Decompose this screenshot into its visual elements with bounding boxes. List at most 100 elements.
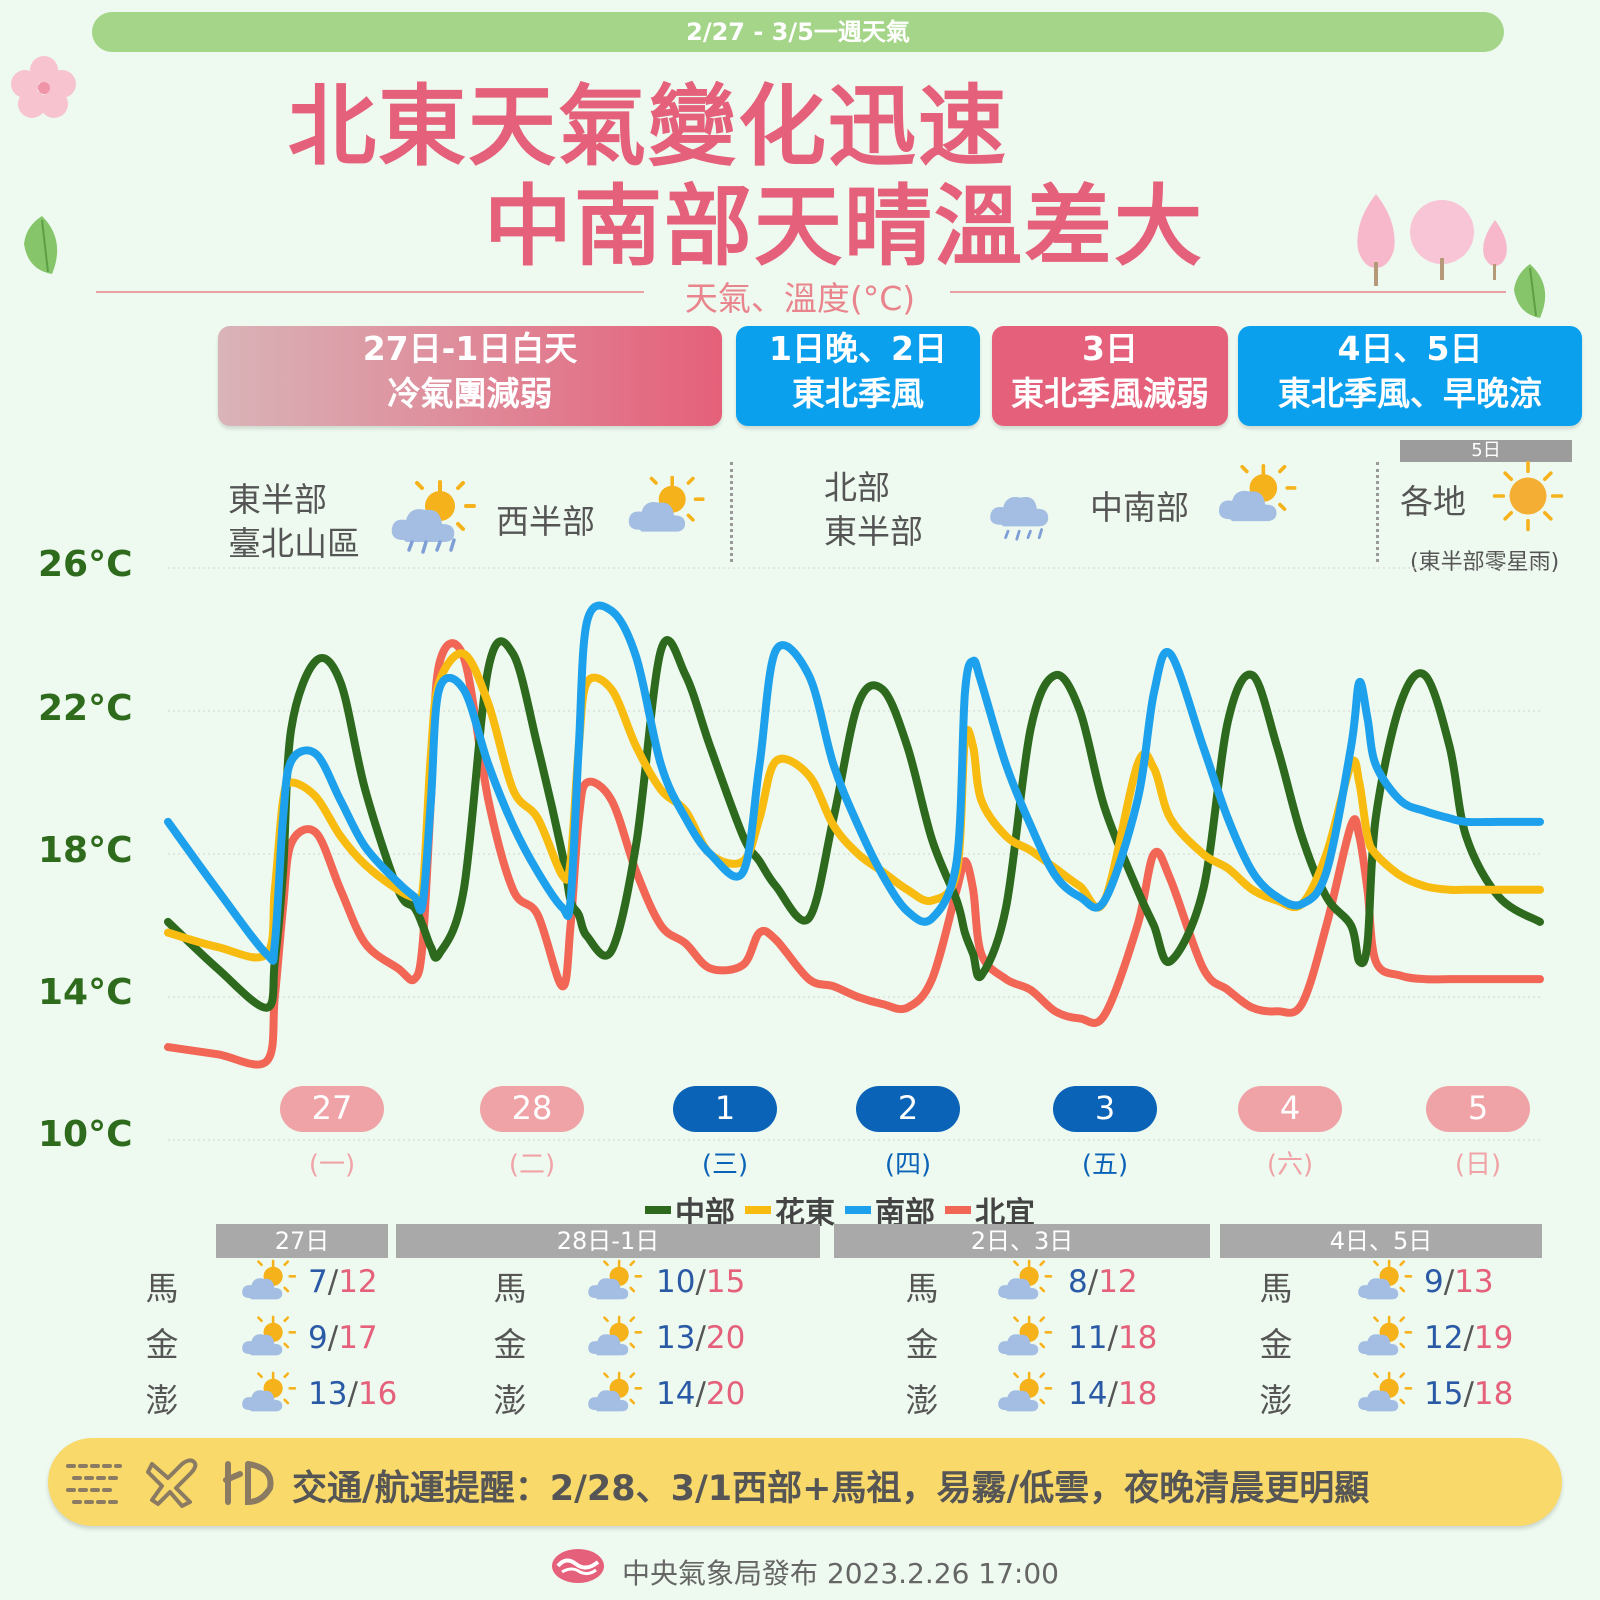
temp-high: 12: [1098, 1264, 1138, 1300]
temp-separator: /: [695, 1264, 706, 1300]
temp-separator: /: [1107, 1376, 1118, 1412]
island-temp-range: 8/12: [1068, 1264, 1138, 1300]
period-box-2: 1日晚、2日 東北季風: [736, 326, 980, 426]
weekday-label: (日): [1454, 1150, 1502, 1180]
partly-sunny-icon: [582, 1314, 646, 1366]
g3-tag: 5日: [1400, 440, 1572, 462]
temp-high: 15: [705, 1264, 746, 1300]
weekday-label: (六): [1266, 1150, 1314, 1180]
temp-separator: /: [1463, 1320, 1474, 1356]
partly-sunny-icon: [582, 1370, 646, 1422]
leaf-decoration-right: [1514, 264, 1546, 318]
day-pill: 28: [480, 1086, 584, 1132]
island-group-header: 28日-1日: [396, 1224, 820, 1258]
temp-low: 9: [308, 1320, 328, 1356]
island-temp-range: 11/18: [1068, 1320, 1157, 1356]
ship-icon: [223, 1461, 274, 1506]
temp-separator: /: [1107, 1320, 1118, 1356]
day-pill: 5: [1426, 1086, 1530, 1132]
g1-region-a: 東半部 臺北山區: [228, 478, 360, 566]
period-4-line-1: 4日、5日: [1337, 329, 1483, 368]
island-name: 澎: [145, 1381, 179, 1420]
period-3-line-1: 3日: [1082, 329, 1138, 368]
partly-sunny-icon: [1352, 1314, 1416, 1366]
period-2-line-1: 1日晚、2日: [769, 329, 947, 368]
island-temp-range: 9/17: [308, 1320, 378, 1356]
island-name: 澎: [905, 1381, 939, 1420]
temp-high: 18: [1117, 1320, 1158, 1356]
series-line-south: [164, 601, 1544, 965]
partly-sunny-icon: [236, 1370, 300, 1422]
period-separator-1: [730, 462, 733, 562]
partly-sunny-icon: [992, 1370, 1056, 1422]
temp-low: 9: [1424, 1264, 1444, 1300]
island-temp-range: 14/20: [656, 1376, 745, 1412]
cwb-logo-icon: [552, 1549, 604, 1583]
temp-low: 13: [656, 1320, 696, 1356]
island-name: 馬: [905, 1269, 939, 1308]
island-name: 馬: [493, 1269, 527, 1308]
subtitle-rule-right: [950, 291, 1506, 293]
island-temp-range: 7/12: [308, 1264, 378, 1300]
partly-sunny-icon: [236, 1314, 300, 1366]
temp-low: 14: [1068, 1376, 1108, 1412]
island-temp-range: 14/18: [1068, 1376, 1157, 1412]
blossom-decoration: [11, 56, 76, 118]
traffic-notice: [48, 1438, 1562, 1526]
island-temp-range: 10/15: [656, 1264, 745, 1300]
day-pill: 27: [280, 1086, 384, 1132]
temp-high: 17: [338, 1320, 378, 1356]
island-temp-range: 15/18: [1424, 1376, 1513, 1412]
trees-decoration: [1357, 194, 1507, 286]
temp-high: 12: [338, 1264, 378, 1300]
y-tick-22: 22°C: [38, 688, 133, 729]
temp-low: 7: [308, 1264, 328, 1300]
temp-high: 20: [705, 1376, 746, 1412]
island-group-header: 27日: [216, 1224, 388, 1258]
temp-low: 11: [1068, 1320, 1108, 1356]
period-box-1: 27日-1日白天 冷氣團減弱: [218, 326, 722, 426]
title-line-2: 中南部天晴溫差大: [484, 175, 1205, 278]
temp-separator: /: [1463, 1376, 1474, 1412]
weekday-label: (三): [701, 1150, 749, 1180]
period-1-line-2: 冷氣團減弱: [387, 374, 553, 413]
temp-separator: /: [327, 1264, 339, 1300]
period-banner: 2/27 - 3/5一週天氣: [92, 12, 1504, 52]
temp-separator: /: [1087, 1264, 1099, 1300]
island-temp-range: 13/16: [308, 1376, 397, 1412]
weekday-label: (二): [508, 1150, 556, 1180]
temp-high: 13: [1454, 1264, 1494, 1300]
temp-low: 10: [656, 1264, 696, 1300]
g2-region-a-line-1: 北部: [824, 468, 890, 507]
temperature-chart: [164, 567, 1544, 1141]
island-name: 金: [905, 1325, 939, 1364]
y-tick-14: 14°C: [38, 972, 133, 1013]
temp-low: 15: [1424, 1376, 1464, 1412]
fog-icon: [66, 1464, 122, 1504]
g2-region-a-line-2: 東半部: [824, 512, 923, 551]
period-4-line-2: 東北季風、早晚涼: [1278, 374, 1542, 413]
temp-high: 16: [357, 1376, 398, 1412]
weekday-label: (一): [308, 1150, 356, 1180]
temp-high: 18: [1473, 1376, 1514, 1412]
island-temp-range: 12/19: [1424, 1320, 1513, 1356]
partly-sunny-icon: [1352, 1370, 1416, 1422]
island-group-header: 4日、5日: [1220, 1224, 1542, 1258]
temp-high: 20: [705, 1320, 746, 1356]
island-temp-range: 13/20: [656, 1320, 745, 1356]
island-temp-range: 9/13: [1424, 1264, 1494, 1300]
y-tick-18: 18°C: [38, 830, 133, 871]
subtitle: 天氣、溫度(°C): [684, 279, 916, 318]
island-name: 金: [145, 1325, 179, 1364]
g1-region-a-line-2: 臺北山區: [228, 524, 360, 563]
temp-low: 13: [308, 1376, 348, 1412]
footer-credit: 中央氣象局發布 2023.2.26 17:00: [622, 1557, 1059, 1590]
g2-region-b: 中南部: [1090, 488, 1189, 527]
airplane-icon: [146, 1458, 198, 1508]
period-box-4: 4日、5日 東北季風、早晚涼: [1238, 326, 1582, 426]
temp-high: 19: [1473, 1320, 1514, 1356]
title-line-1: 北東天氣變化迅速: [288, 75, 1009, 178]
g2-region-a: 北部 東半部: [824, 466, 923, 554]
period-2-line-2: 東北季風: [792, 374, 924, 413]
temp-separator: /: [1443, 1264, 1455, 1300]
